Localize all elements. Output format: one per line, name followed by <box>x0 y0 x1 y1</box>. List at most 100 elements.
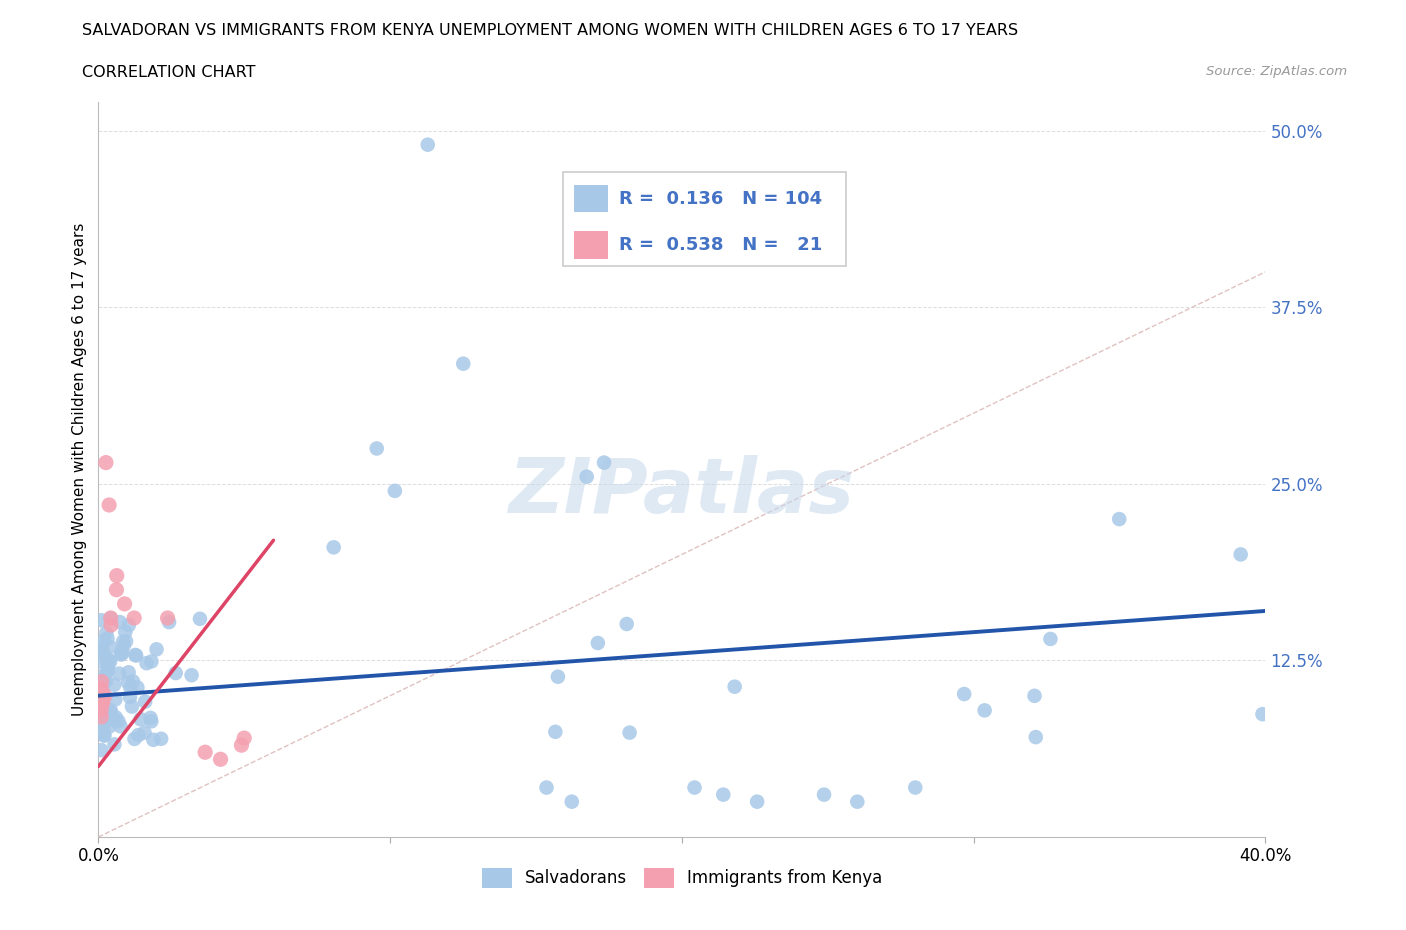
Point <box>547 670 569 684</box>
Text: Source: ZipAtlas.com: Source: ZipAtlas.com <box>1206 65 1347 78</box>
Point <box>111 644 134 658</box>
Y-axis label: Unemployment Among Women with Children Ages 6 to 17 years: Unemployment Among Women with Children A… <box>72 223 87 716</box>
Point <box>1251 707 1274 722</box>
Point <box>384 484 406 498</box>
Point <box>1108 512 1130 526</box>
Text: R =  0.136   N = 104: R = 0.136 N = 104 <box>619 190 823 207</box>
Point <box>141 714 163 729</box>
Point <box>98 654 121 669</box>
Point <box>96 625 118 640</box>
FancyBboxPatch shape <box>574 232 607 259</box>
Point <box>953 686 976 701</box>
Text: ZIPatlas: ZIPatlas <box>509 455 855 528</box>
Point <box>124 732 146 747</box>
Text: SALVADORAN VS IMMIGRANTS FROM KENYA UNEMPLOYMENT AMONG WOMEN WITH CHILDREN AGES : SALVADORAN VS IMMIGRANTS FROM KENYA UNEM… <box>82 23 1018 38</box>
Point <box>91 696 114 711</box>
FancyBboxPatch shape <box>574 184 607 212</box>
Point <box>107 714 129 729</box>
Point <box>90 681 112 696</box>
Point <box>100 618 122 632</box>
Point <box>100 703 122 718</box>
Point <box>544 724 567 739</box>
Point <box>104 692 127 707</box>
Point <box>157 615 180 630</box>
Point <box>96 654 118 669</box>
Point <box>1229 547 1251 562</box>
Point <box>91 688 114 703</box>
Point <box>96 706 118 721</box>
Point <box>134 725 156 740</box>
Point <box>120 681 142 696</box>
Point <box>366 441 388 456</box>
Point <box>105 582 128 597</box>
Point <box>1024 688 1046 703</box>
Point <box>90 654 112 669</box>
Point <box>150 731 173 746</box>
Point <box>973 703 995 718</box>
Point <box>233 731 256 746</box>
Point <box>619 725 641 740</box>
FancyBboxPatch shape <box>562 172 846 266</box>
Point <box>593 455 616 470</box>
Legend: Salvadorans, Immigrants from Kenya: Salvadorans, Immigrants from Kenya <box>475 861 889 895</box>
Point <box>1025 730 1047 745</box>
Point <box>110 647 132 662</box>
Point <box>93 723 115 737</box>
Point <box>98 498 121 512</box>
Point <box>94 673 117 688</box>
Point <box>90 692 112 707</box>
Point <box>683 780 706 795</box>
Point <box>108 666 131 681</box>
Point <box>90 644 112 659</box>
Point <box>90 710 112 724</box>
Point <box>93 646 115 661</box>
Point <box>98 640 121 655</box>
Point <box>115 634 138 649</box>
Point <box>100 705 122 720</box>
Point <box>846 794 869 809</box>
Point <box>104 713 127 728</box>
Point <box>110 719 132 734</box>
Point <box>125 648 148 663</box>
Point <box>96 631 118 646</box>
Point <box>561 794 583 809</box>
Point <box>904 780 927 795</box>
Point <box>90 697 112 711</box>
Point <box>813 787 835 802</box>
Point <box>724 679 747 694</box>
Point <box>93 728 115 743</box>
Point <box>711 787 734 802</box>
Point <box>93 727 115 742</box>
Point <box>100 611 122 626</box>
Point <box>91 641 114 656</box>
Point <box>194 745 217 760</box>
Point <box>90 613 112 628</box>
Point <box>108 615 131 630</box>
Point <box>188 611 211 626</box>
Point <box>117 665 139 680</box>
Point <box>127 727 149 742</box>
Point <box>139 711 162 725</box>
Point <box>135 656 157 671</box>
Point <box>94 455 117 470</box>
Point <box>180 668 202 683</box>
Point <box>231 737 253 752</box>
Point <box>165 666 187 681</box>
Point <box>97 653 120 668</box>
Point <box>451 356 474 371</box>
Point <box>121 699 143 714</box>
Point <box>100 611 122 626</box>
Point <box>586 635 609 650</box>
Point <box>90 702 112 717</box>
Point <box>122 674 145 689</box>
Point <box>91 683 114 698</box>
Point <box>1039 631 1062 646</box>
Point <box>747 794 769 809</box>
Point <box>94 688 117 703</box>
Point <box>103 737 125 751</box>
Point <box>117 675 139 690</box>
Point <box>129 711 152 726</box>
Point <box>98 719 121 734</box>
Point <box>90 696 112 711</box>
Point <box>90 688 112 703</box>
